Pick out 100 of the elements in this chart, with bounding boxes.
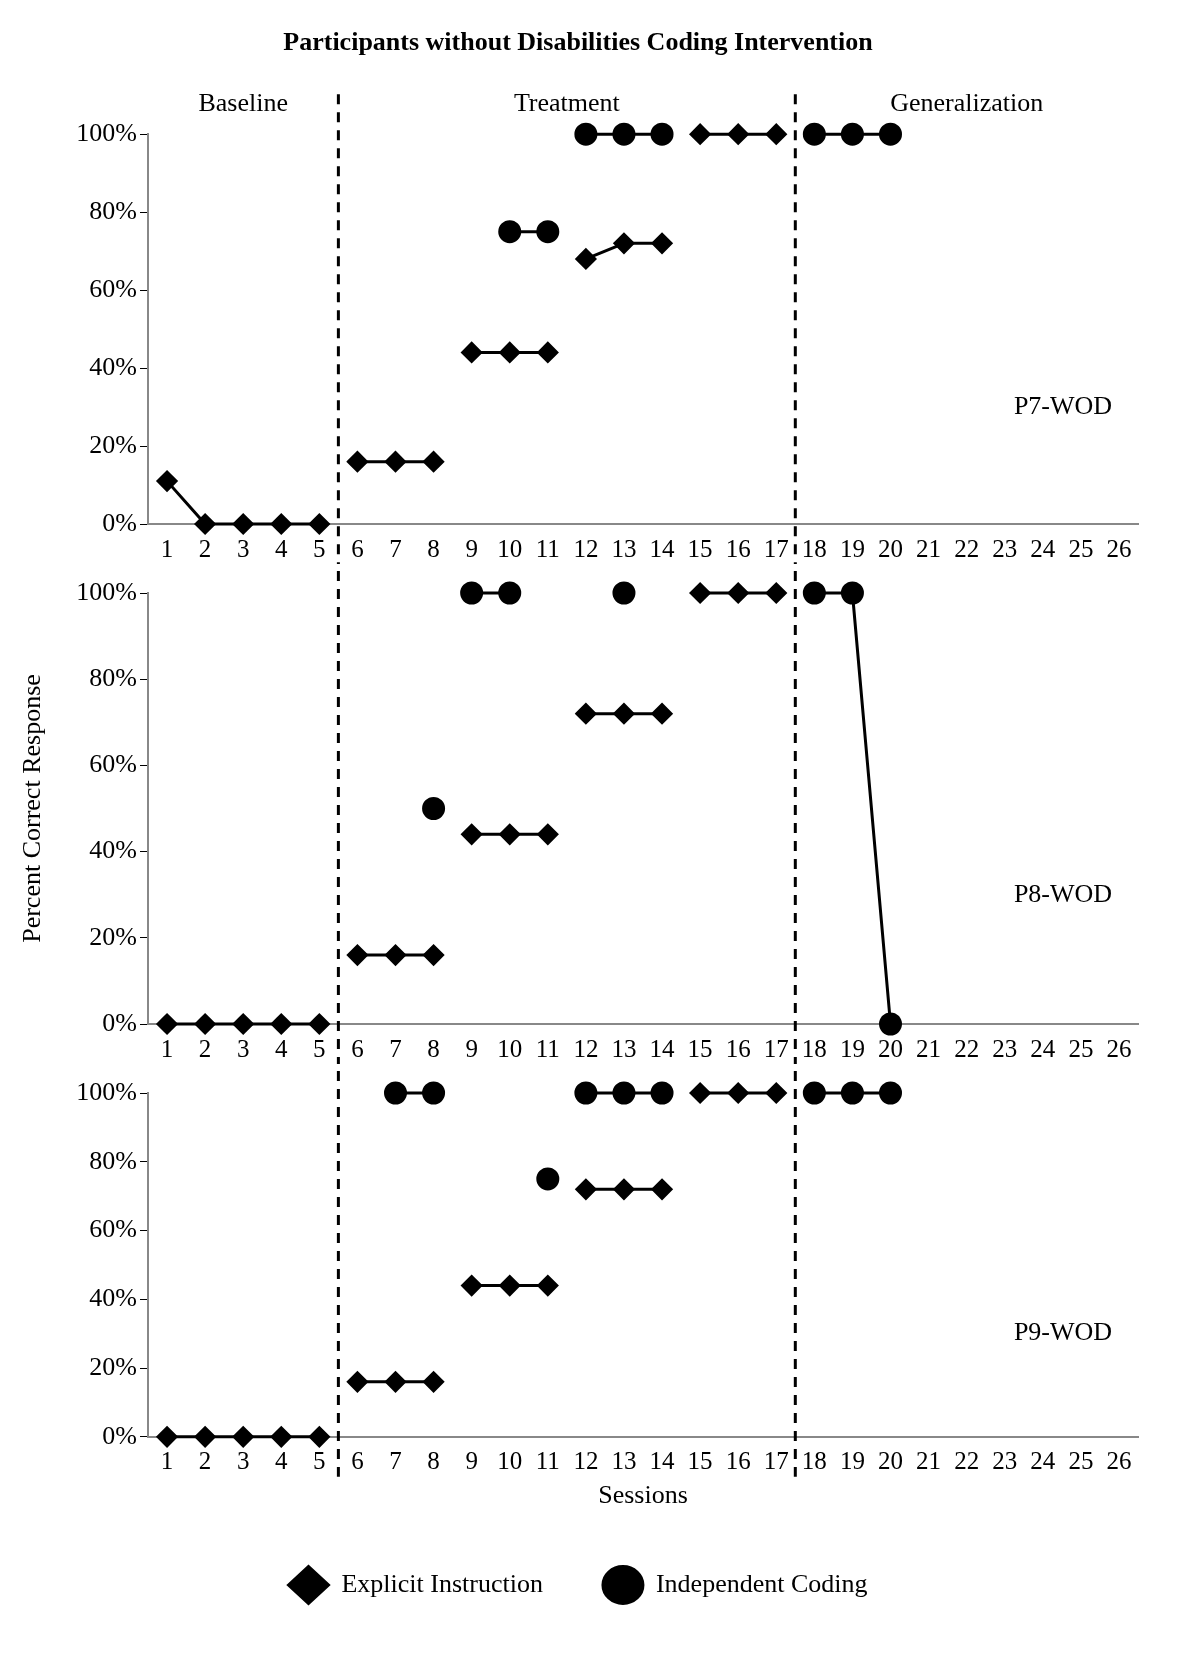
point [308, 513, 330, 535]
point [613, 232, 635, 254]
point [689, 1082, 711, 1104]
x-tick-label: 3 [236, 1447, 250, 1475]
x-tick-label: 12 [573, 1034, 599, 1062]
x-tick-label: 26 [1106, 1447, 1132, 1475]
annotation: P9-WOD [1013, 1317, 1113, 1347]
x-tick-label: 13 [611, 1447, 637, 1475]
x-tick-label: 23 [992, 1447, 1018, 1475]
x-tick-label: 24 [1030, 1447, 1056, 1475]
point [613, 1178, 635, 1200]
y-tick-label: 40% [89, 835, 137, 865]
point [385, 944, 406, 966]
point [765, 1082, 787, 1104]
point [536, 1167, 560, 1191]
x-tick-label: 20 [878, 1447, 903, 1475]
point [612, 581, 636, 605]
x-tick-label: 7 [389, 1447, 402, 1475]
x-tick-label: 5 [313, 1447, 326, 1475]
point [156, 1426, 178, 1448]
point [802, 122, 826, 146]
x-tick-label: 17 [763, 534, 789, 562]
y-tick-label: 20% [89, 1351, 137, 1381]
x-tick-label: 22 [954, 1447, 980, 1475]
point [651, 1178, 673, 1200]
x-tick-label: 11 [535, 534, 560, 562]
point [385, 451, 406, 473]
point [499, 823, 521, 845]
x-tick-label: 6 [351, 534, 364, 562]
chart-title: Participants without Disabilities Coding Intervention [283, 27, 874, 57]
x-axis-title: Sessions [598, 1480, 688, 1510]
point [727, 1082, 749, 1104]
point [232, 513, 254, 535]
point [879, 122, 902, 146]
x-tick-label: 15 [687, 1447, 713, 1475]
point [194, 1013, 216, 1035]
x-tick-label: 9 [465, 1447, 478, 1475]
x-tick-label: 24 [1030, 1034, 1056, 1062]
point [461, 1275, 483, 1297]
point [156, 470, 178, 492]
point [537, 341, 559, 363]
point [765, 582, 787, 604]
x-tick-label: 14 [649, 1447, 676, 1475]
x-tick-label: 24 [1030, 534, 1056, 562]
x-tick-label: 25 [1068, 1447, 1094, 1475]
point [612, 122, 636, 146]
x-tick-label: 9 [465, 1034, 478, 1062]
legend-label: Independent Coding [655, 1568, 868, 1598]
x-tick-label: 9 [465, 534, 478, 562]
point [575, 703, 597, 725]
point [422, 1081, 446, 1105]
point [612, 1081, 636, 1105]
y-tick-label: 0% [102, 1420, 137, 1450]
x-tick-label: 8 [427, 1447, 440, 1475]
annotation: P8-WOD [1013, 878, 1113, 908]
x-tick-label: 2 [198, 1447, 212, 1475]
x-tick-label: 10 [497, 1034, 523, 1062]
point [537, 823, 559, 845]
x-tick-label: 16 [725, 1447, 751, 1475]
x-tick-label: 19 [839, 534, 865, 562]
x-tick-label: 26 [1106, 1034, 1132, 1062]
x-tick-label: 18 [801, 534, 827, 562]
x-tick-label: 16 [725, 534, 751, 562]
x-tick-label: 6 [351, 1447, 364, 1475]
point [384, 1081, 407, 1105]
point [346, 451, 368, 473]
point [650, 1081, 674, 1105]
point [727, 582, 749, 604]
point [156, 1013, 178, 1035]
y-axis-title: Percent Correct Response [17, 674, 47, 943]
point [879, 1012, 902, 1036]
point [879, 1081, 902, 1105]
point [765, 123, 787, 145]
point [461, 823, 483, 845]
x-tick-label: 5 [313, 1034, 326, 1062]
point [840, 581, 864, 605]
x-tick-label: 21 [916, 1447, 942, 1475]
x-tick-label: 14 [649, 534, 676, 562]
y-tick-label: 60% [89, 749, 137, 779]
x-tick-label: 20 [878, 1034, 903, 1062]
x-tick-label: 5 [313, 534, 326, 562]
x-tick-label: 11 [535, 1447, 560, 1475]
x-tick-label: 1 [160, 1447, 174, 1475]
point [270, 1426, 292, 1448]
y-tick-label: 100% [76, 576, 137, 606]
point [423, 944, 445, 966]
x-tick-label: 15 [687, 534, 713, 562]
y-tick-label: 80% [89, 663, 137, 693]
x-tick-label: 13 [611, 534, 637, 562]
x-tick-label: 12 [573, 1447, 599, 1475]
point [461, 341, 483, 363]
x-tick-label: 4 [275, 534, 289, 562]
y-tick-label: 20% [89, 921, 137, 951]
point [537, 1275, 559, 1297]
x-tick-label: 12 [573, 534, 599, 562]
x-tick-label: 3 [236, 534, 250, 562]
x-tick-label: 8 [427, 1034, 440, 1062]
point [346, 944, 368, 966]
x-tick-label: 15 [687, 1034, 713, 1062]
x-tick-label: 26 [1106, 534, 1132, 562]
